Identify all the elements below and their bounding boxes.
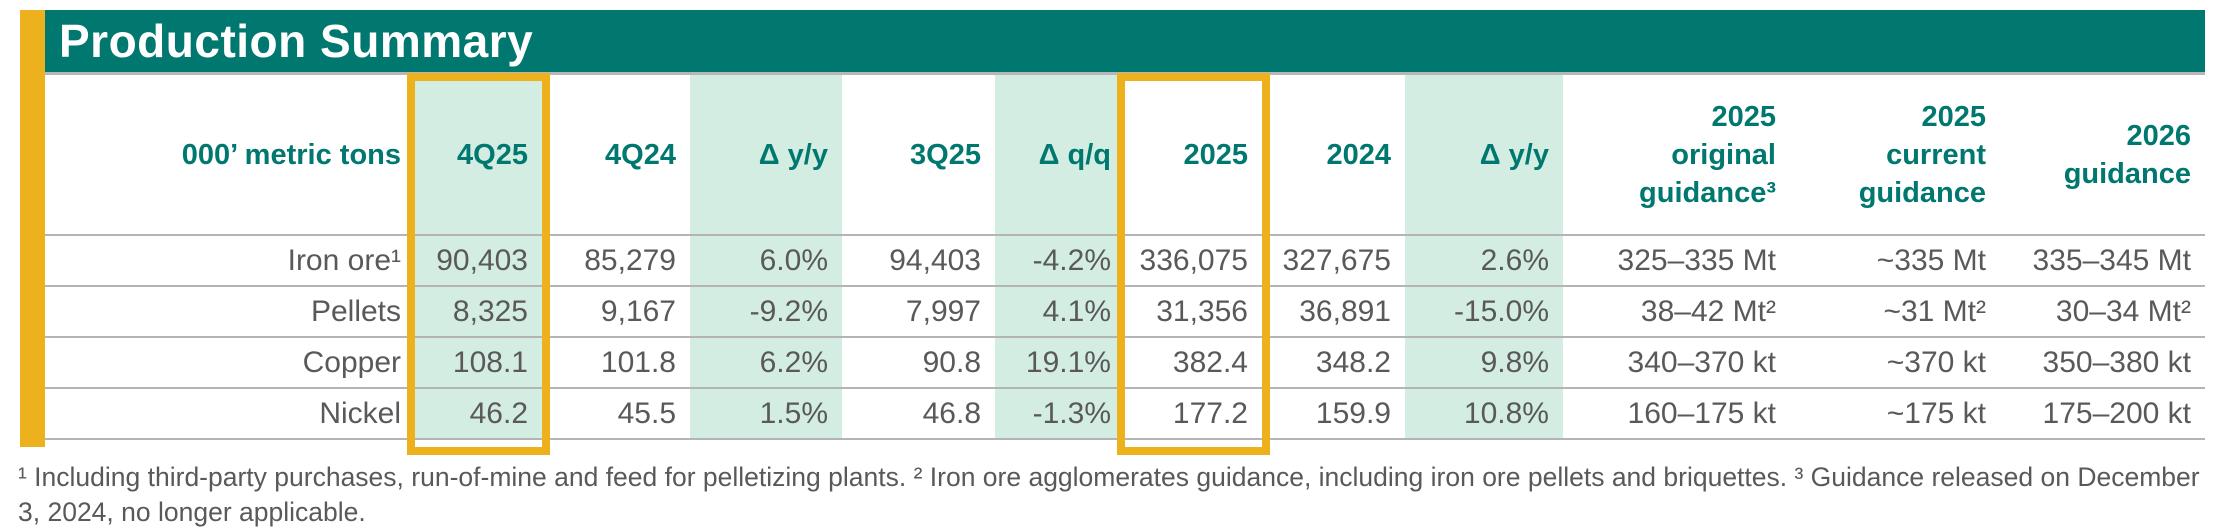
table-header-row: 000’ metric tons 4Q25 4Q24 Δ y/y 3Q25 Δ q/q 2…: [45, 75, 2205, 235]
table-cell: 19.1%: [995, 336, 1125, 388]
table-cell: ~175 kt: [1790, 387, 2000, 440]
table-cell: ~31 Mt²: [1790, 285, 2000, 337]
column-header-11: 2026 guidance: [2063, 119, 2191, 190]
table-cell: -9.2%: [690, 285, 842, 337]
table-row: Nickel 46.2 45.5 1.5% 46.8 -1.3% 177.2 159.9 10.…: [45, 387, 2205, 440]
table-cell: 94,403: [842, 234, 995, 286]
table-cell: 7,997: [842, 285, 995, 337]
column-header-2: 4Q24: [605, 138, 676, 171]
table-cell: 31,356: [1125, 285, 1262, 337]
table-cell: -15.0%: [1405, 285, 1563, 337]
table-row: Iron ore¹ 90,403 85,279 6.0% 94,403 -4.2% 336,…: [45, 234, 2205, 286]
table-cell: 30–34 Mt²: [2000, 285, 2205, 337]
table-row: Copper 108.1 101.8 6.2% 90.8 19.1% 382.4 348.2 9…: [45, 336, 2205, 388]
table-cell: 10.8%: [1405, 387, 1563, 440]
table-cell: 45.5: [542, 387, 690, 440]
table-cell: 9,167: [542, 285, 690, 337]
table-cell: 46.2: [415, 387, 542, 440]
table-cell: 2.6%: [1405, 234, 1563, 286]
column-header-4: 3Q25: [910, 138, 981, 171]
table-cell: 335–345 Mt: [2000, 234, 2205, 286]
row-label: Copper: [45, 336, 415, 388]
table-cell: 160–175 kt: [1563, 387, 1790, 440]
table-cell: 348.2: [1262, 336, 1405, 388]
table-cell: 108.1: [415, 336, 542, 388]
column-header-1: 4Q25: [415, 75, 542, 235]
table-cell: 8,325: [415, 285, 542, 337]
table-cell: ~370 kt: [1790, 336, 2000, 388]
column-header-7: 2024: [1326, 138, 1391, 171]
column-header-9: 2025 original guidance³: [1639, 100, 1776, 209]
table-cell: 6.2%: [690, 336, 842, 388]
table-cell: 4.1%: [995, 285, 1125, 337]
column-header-6: 2025: [1183, 138, 1248, 171]
unit-label-header: 000’ metric tons: [181, 138, 401, 171]
gold-accent-bar: [20, 10, 45, 447]
table-cell: 9.8%: [1405, 336, 1563, 388]
page-title: Production Summary: [59, 15, 534, 67]
table-cell: 85,279: [542, 234, 690, 286]
table-cell: 159.9: [1262, 387, 1405, 440]
table-cell: 90,403: [415, 234, 542, 286]
table-cell: 382.4: [1125, 336, 1262, 388]
table-cell: 327,675: [1262, 234, 1405, 286]
table-cell: 175–200 kt: [2000, 387, 2205, 440]
row-label: Nickel: [45, 387, 415, 440]
table-cell: 101.8: [542, 336, 690, 388]
table-cell: 325–335 Mt: [1563, 234, 1790, 286]
column-header-10: 2025 current guidance: [1858, 100, 1986, 209]
table-cell: 90.8: [842, 336, 995, 388]
table-cell: 350–380 kt: [2000, 336, 2205, 388]
table-cell: 6.0%: [690, 234, 842, 286]
table-cell: 36,891: [1262, 285, 1405, 337]
row-label: Pellets: [45, 285, 415, 337]
table-cell: 340–370 kt: [1563, 336, 1790, 388]
table-cell: ~335 Mt: [1790, 234, 2000, 286]
footnotes: ¹ Including third-party purchases, run-o…: [18, 462, 2200, 527]
production-summary-table: 000’ metric tons 4Q25 4Q24 Δ y/y 3Q25 Δ q/q 2…: [45, 75, 2205, 440]
table-cell: 46.8: [842, 387, 995, 440]
table-cell: 177.2: [1125, 387, 1262, 440]
table-cell: -1.3%: [995, 387, 1125, 440]
table-cell: 336,075: [1125, 234, 1262, 286]
table-cell: 38–42 Mt²: [1563, 285, 1790, 337]
table-cell: 1.5%: [690, 387, 842, 440]
row-label: Iron ore¹: [45, 234, 415, 286]
table-row: Pellets 8,325 9,167 -9.2% 7,997 4.1% 31,356 36,…: [45, 285, 2205, 337]
column-header-3: Δ y/y: [690, 75, 842, 235]
column-header-5: Δ q/q: [995, 75, 1125, 235]
column-header-8: Δ y/y: [1405, 75, 1563, 235]
title-bar: Production Summary: [45, 10, 2205, 75]
table-cell: -4.2%: [995, 234, 1125, 286]
